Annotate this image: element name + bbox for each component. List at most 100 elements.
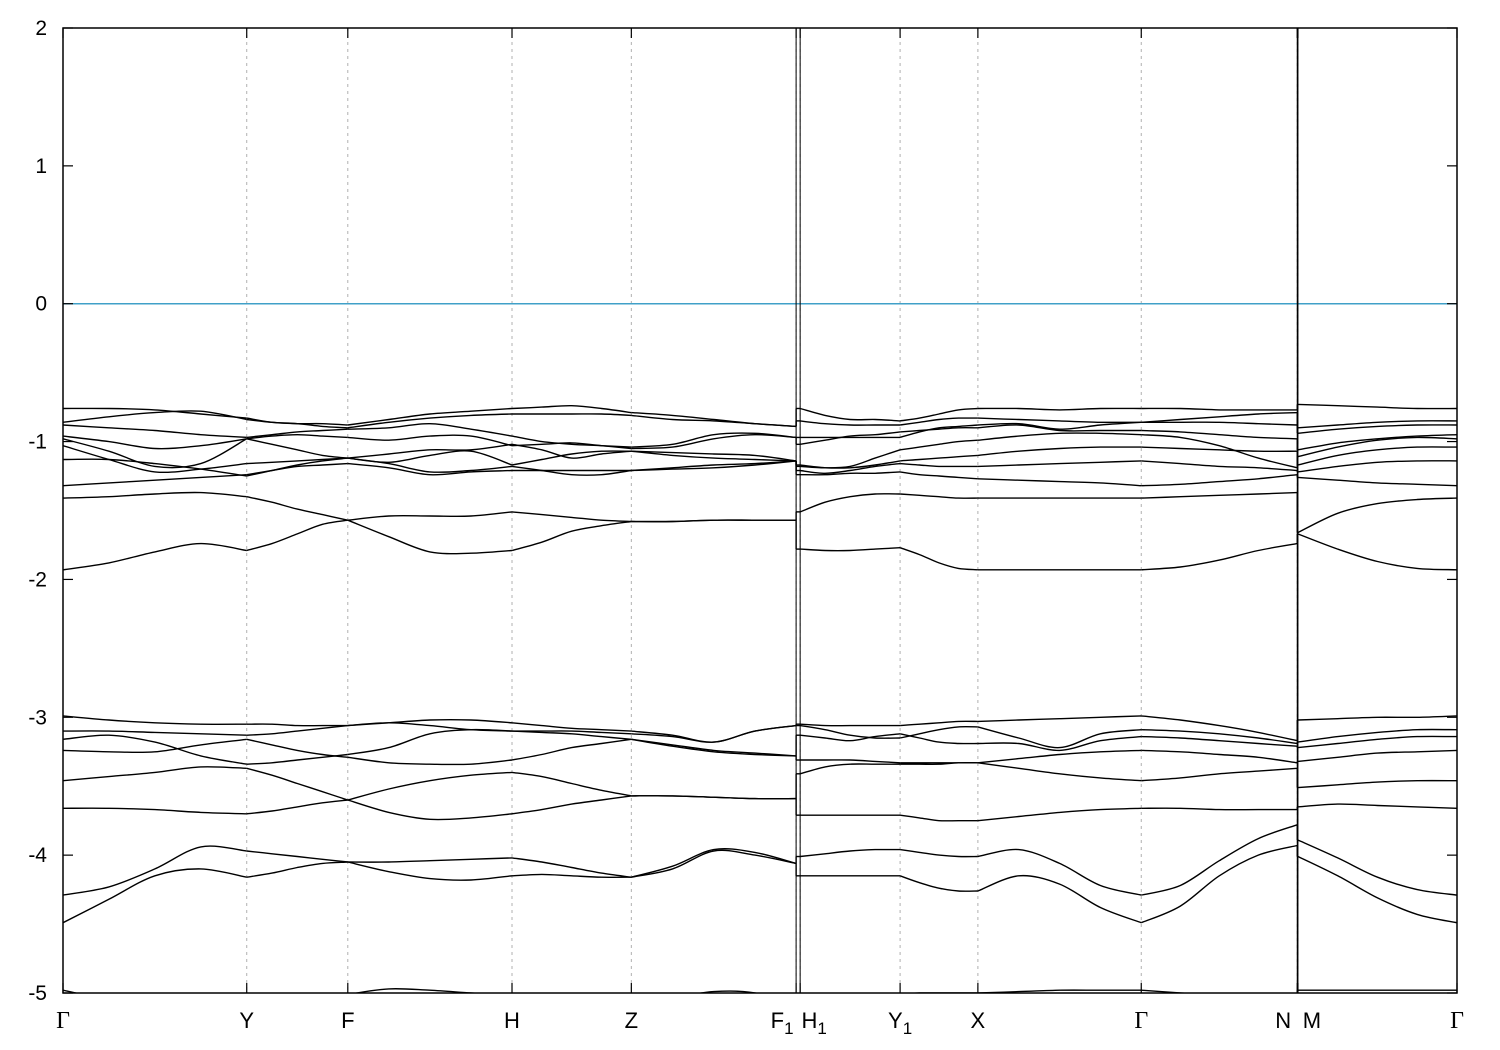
- kpoint-label: Y1: [888, 1008, 912, 1038]
- band-line: [63, 868, 247, 924]
- band-line: [63, 407, 247, 419]
- band-line: [799, 407, 901, 422]
- band-line: [631, 849, 797, 878]
- band-line: [63, 542, 247, 571]
- band-line: [246, 418, 348, 429]
- band-line: [347, 861, 513, 881]
- band-line: [511, 465, 632, 476]
- band-line: [899, 848, 978, 858]
- y-tick-label: -1: [28, 431, 47, 454]
- band-line: [899, 733, 978, 745]
- band-line: [977, 460, 1142, 468]
- band-line: [1141, 824, 1298, 896]
- band-line: [63, 845, 247, 896]
- grid-lines: [246, 28, 1299, 993]
- band-line: [900, 761, 978, 765]
- bands: [63, 403, 1457, 1020]
- band-line: [1141, 729, 1298, 745]
- band-line: [347, 771, 513, 801]
- band-line: [1297, 715, 1457, 721]
- band-line: [1141, 407, 1298, 411]
- band-line: [977, 874, 1142, 924]
- band-line: [1141, 474, 1298, 487]
- band-line: [1297, 476, 1457, 487]
- band-line: [63, 766, 247, 782]
- band-line: [1297, 803, 1457, 809]
- band-line: [800, 547, 901, 552]
- band-line: [899, 471, 978, 480]
- band-line: [347, 519, 513, 555]
- band-line: [246, 724, 348, 736]
- band-line: [800, 848, 901, 858]
- band-line: [1141, 844, 1298, 924]
- band-line: [977, 424, 1142, 432]
- band-line: [63, 438, 248, 469]
- band-line: [246, 433, 348, 440]
- band-line: [1141, 434, 1298, 469]
- band-line: [899, 407, 978, 422]
- kpoint-label: Y: [239, 1008, 254, 1033]
- band-line: [631, 519, 797, 523]
- band-line: [1297, 424, 1457, 434]
- band-line: [696, 990, 759, 993]
- band-line: [1297, 403, 1457, 410]
- band-line: [246, 723, 348, 727]
- band-line: [63, 410, 247, 423]
- band-line: [900, 720, 978, 727]
- band-line: [631, 433, 797, 450]
- band-line: [899, 424, 978, 439]
- band-line: [246, 519, 348, 552]
- band-line: [900, 417, 978, 426]
- band-line: [1141, 460, 1298, 472]
- band-line: [63, 424, 247, 439]
- band-line: [1141, 749, 1298, 764]
- band-line: [246, 753, 348, 765]
- band-line: [631, 460, 797, 472]
- band-line: [631, 724, 797, 743]
- band-line: [899, 875, 978, 892]
- band-line: [1141, 411, 1298, 423]
- band-line: [900, 814, 978, 822]
- band-line: [800, 733, 901, 742]
- band-line: [800, 462, 901, 475]
- band-line: [511, 738, 632, 761]
- kpoint-label: N: [1275, 1008, 1291, 1033]
- kpoint-label: Γ: [1450, 1008, 1464, 1034]
- band-line: [799, 431, 901, 445]
- band-line: [631, 738, 797, 757]
- band-line: [512, 996, 631, 1010]
- band-line: [800, 471, 901, 476]
- band-line: [63, 474, 247, 487]
- band-line: [977, 735, 1142, 752]
- band-line: [347, 413, 513, 429]
- kpoint-label: H1: [801, 1008, 826, 1038]
- plot-frame: [62, 27, 1458, 994]
- kpoint-label: Γ: [1134, 1008, 1148, 1034]
- band-line: [511, 404, 632, 414]
- band-line: [246, 496, 348, 521]
- band-line: [246, 428, 348, 439]
- band-line: [900, 427, 978, 433]
- band-line: [347, 719, 513, 727]
- band-line: [631, 414, 797, 428]
- band-line: [246, 438, 348, 459]
- band-line: [799, 763, 901, 775]
- band-line: [1297, 460, 1457, 473]
- band-line: [1297, 855, 1457, 924]
- band-line: [63, 715, 247, 725]
- band-line: [799, 493, 901, 513]
- y-tick-label: 2: [35, 17, 47, 40]
- band-line: [347, 799, 513, 821]
- band-line: [977, 989, 1142, 993]
- band-line: [247, 994, 348, 1020]
- band-line: [977, 726, 1142, 749]
- band-line: [512, 730, 632, 735]
- band-line: [246, 861, 348, 878]
- band-line: [900, 454, 978, 462]
- band-line: [347, 462, 513, 476]
- band-line: [347, 450, 513, 466]
- band-line: [63, 458, 247, 477]
- y-tick-label: 0: [35, 293, 47, 316]
- band-line: [246, 767, 349, 801]
- band-line: [1141, 807, 1298, 811]
